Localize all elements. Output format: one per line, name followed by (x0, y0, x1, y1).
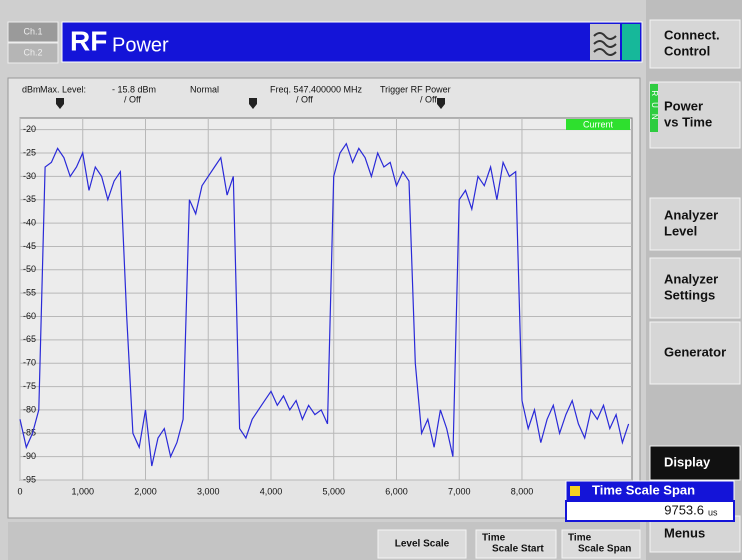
bottom-key-label: Time (482, 533, 506, 544)
softkey-label: Connect. (664, 27, 720, 42)
y-tick-label: -60 (23, 311, 36, 321)
y-tick-label: -95 (23, 474, 36, 484)
y-tick-label: -40 (23, 217, 36, 227)
x-tick-label: 4,000 (260, 486, 283, 496)
y-tick-label: -70 (23, 358, 36, 368)
bottom-key[interactable] (377, 529, 467, 559)
title-main: RF (70, 25, 107, 56)
status-text: Max. Level: (40, 84, 86, 94)
softkey[interactable] (649, 19, 741, 69)
title-sub: Power (112, 34, 169, 56)
status-text: Normal (190, 84, 219, 94)
run-stripe (650, 84, 658, 132)
softkey-label: Analyzer (664, 271, 718, 286)
icon (590, 24, 620, 60)
channel-button[interactable] (7, 21, 59, 43)
y-tick-label: -50 (23, 264, 36, 274)
status-text: / Off (296, 94, 313, 104)
bottom-key[interactable] (475, 529, 557, 559)
y-tick-label: -20 (23, 124, 36, 134)
x-tick-label: 0 (17, 486, 22, 496)
x-tick-label: 3,000 (197, 486, 220, 496)
x-tick-label: 5,000 (322, 486, 345, 496)
popup-field[interactable] (565, 500, 735, 522)
popup-value: 9753.6 (664, 502, 704, 517)
popup-title: Time Scale Span (592, 482, 695, 497)
channel-label: Ch.1 (23, 26, 42, 36)
badge-bg (566, 119, 630, 130)
status-text: / Off (420, 94, 437, 104)
softkey-label: Control (664, 43, 710, 58)
x-tick-label: 2,000 (134, 486, 157, 496)
softkey-label: Level (664, 223, 697, 238)
bottom-key[interactable] (561, 529, 641, 559)
softkey-label: vs Time (664, 114, 712, 129)
popup-icon (570, 486, 580, 496)
marker-icon (56, 98, 64, 109)
x-tick-label: 8,000 (511, 486, 534, 496)
status-text: - 15.8 dBm (112, 84, 156, 94)
softkey[interactable] (649, 321, 741, 385)
status-text: dBm (22, 84, 41, 94)
channel-button[interactable] (7, 42, 59, 64)
softkey-label: Menus (664, 525, 705, 540)
x-tick-label: 7,000 (448, 486, 471, 496)
channel-label: Ch.2 (23, 47, 42, 57)
run-label: RUN (650, 90, 659, 125)
y-tick-label: -90 (23, 451, 36, 461)
marker-icon (249, 98, 257, 109)
marker-icon (437, 98, 445, 109)
y-tick-label: -45 (23, 241, 36, 251)
softkey[interactable] (649, 197, 741, 251)
popup-unit: us (708, 507, 718, 517)
y-tick-label: -55 (23, 288, 36, 298)
bottom-key-label: Time (568, 533, 592, 544)
hand-icon (622, 24, 640, 60)
title-bar (61, 21, 643, 63)
softkey-label: Settings (664, 287, 715, 302)
softkey-label: Analyzer (664, 207, 718, 222)
status-text: / Off (124, 94, 141, 104)
y-tick-label: -30 (23, 171, 36, 181)
wave-icon (593, 32, 617, 56)
x-tick-label: 6,000 (385, 486, 408, 496)
badge: Current (583, 119, 614, 129)
bottom-key-label: Scale Span (578, 544, 631, 555)
softkey[interactable] (649, 257, 741, 319)
y-tick-label: -25 (23, 147, 36, 157)
bottom-key-label: Scale Start (492, 544, 544, 555)
softkey[interactable] (649, 81, 741, 149)
bottom-key-label: Level Scale (395, 539, 450, 550)
trace (19, 142, 630, 467)
y-tick-label: -85 (23, 428, 36, 438)
y-tick-label: -35 (23, 194, 36, 204)
status-text: Freq. 547.400000 MHz (270, 84, 363, 94)
softkey[interactable] (649, 445, 741, 481)
softkey-label: Display (664, 454, 711, 469)
y-tick-label: -75 (23, 381, 36, 391)
x-tick-label: 1,000 (71, 486, 94, 496)
status-text: Trigger RF Power (380, 84, 451, 94)
y-tick-label: -65 (23, 334, 36, 344)
plot-area (19, 117, 633, 481)
y-tick-label: -80 (23, 404, 36, 414)
softkey-label: Power (664, 98, 703, 113)
softkey-label: Generator (664, 344, 726, 359)
